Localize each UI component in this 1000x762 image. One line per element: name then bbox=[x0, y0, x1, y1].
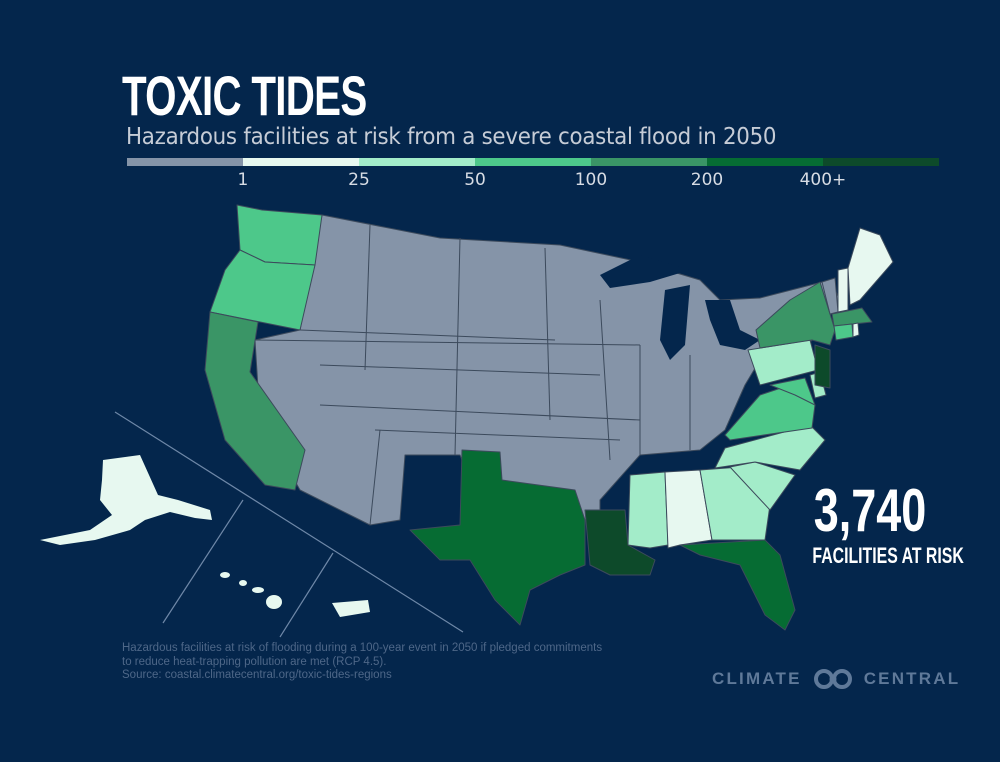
state-gray-region bbox=[254, 214, 841, 526]
state-MS bbox=[627, 471, 669, 549]
lake-michigan bbox=[660, 285, 690, 360]
brand-right: CENTRAL bbox=[863, 669, 961, 688]
page-subtitle: Hazardous facilities at risk from a seve… bbox=[126, 124, 777, 150]
state-MD bbox=[769, 377, 816, 406]
legend-seg-400 bbox=[823, 158, 939, 166]
state-HI bbox=[220, 572, 282, 609]
legend-seg-200 bbox=[707, 158, 823, 166]
legend-seg-1 bbox=[243, 158, 359, 166]
state-RI bbox=[852, 322, 860, 338]
footnote-line: Hazardous facilities at risk of flooding… bbox=[122, 642, 603, 654]
facilities-count: 3,740 bbox=[813, 477, 927, 544]
lake-superior bbox=[600, 255, 690, 288]
state-CT bbox=[833, 323, 854, 341]
state-CA bbox=[204, 311, 306, 491]
state-AL bbox=[664, 469, 713, 549]
brand-left: CLIMATE bbox=[712, 669, 802, 688]
state-AK bbox=[40, 455, 212, 545]
legend-seg-none bbox=[127, 158, 243, 166]
facilities-label: FACILITIES AT RISK bbox=[812, 543, 964, 568]
state-NY bbox=[755, 281, 836, 349]
state-ME bbox=[847, 227, 894, 306]
state-NH bbox=[837, 267, 849, 313]
lake-huron-erie bbox=[705, 300, 760, 350]
source-line: Source: coastal.climatecentral.org/toxic… bbox=[122, 669, 392, 681]
footnote: Hazardous facilities at risk of flooding… bbox=[122, 642, 602, 683]
legend-labels: 1 25 50 100 200 400+ bbox=[127, 170, 939, 194]
page-title: TOXIC TIDES bbox=[122, 64, 367, 127]
legend-label: 50 bbox=[464, 170, 486, 190]
state-OR bbox=[209, 249, 316, 331]
legend-label: 200 bbox=[690, 170, 724, 190]
facilities-stat: 3,740 FACILITIES AT RISK bbox=[790, 477, 964, 568]
legend-label: 400+ bbox=[799, 170, 847, 190]
climate-central-logo: CLIMATE CENTRAL bbox=[712, 668, 960, 690]
footnote-line: to reduce heat-trapping pollution are me… bbox=[122, 655, 387, 668]
legend-label: 100 bbox=[574, 170, 608, 190]
state-TX bbox=[409, 449, 586, 626]
territory-PR bbox=[332, 600, 370, 617]
legend-seg-25 bbox=[359, 158, 475, 166]
legend-color-bar bbox=[127, 158, 939, 166]
state-LA bbox=[584, 509, 656, 576]
interlocking-circles-icon bbox=[813, 669, 852, 689]
inset-dividers bbox=[114, 411, 464, 638]
state-MA bbox=[831, 307, 873, 327]
legend-seg-100 bbox=[591, 158, 707, 166]
legend-label: 25 bbox=[348, 170, 370, 190]
legend-seg-50 bbox=[475, 158, 591, 166]
state-FL bbox=[679, 539, 796, 631]
state-NJ bbox=[814, 344, 831, 389]
legend-label: 1 bbox=[237, 170, 249, 190]
